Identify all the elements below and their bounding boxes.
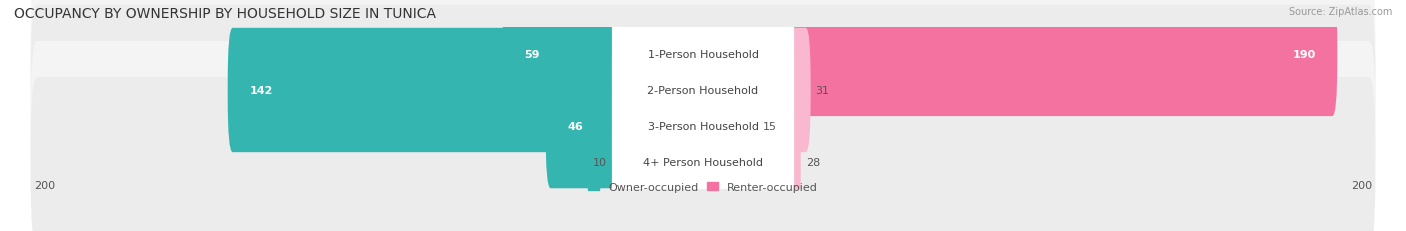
FancyBboxPatch shape <box>612 47 794 207</box>
FancyBboxPatch shape <box>665 100 709 224</box>
Text: 200: 200 <box>1351 180 1372 190</box>
FancyBboxPatch shape <box>228 29 709 152</box>
Text: 31: 31 <box>815 86 830 96</box>
Text: OCCUPANCY BY OWNERSHIP BY HOUSEHOLD SIZE IN TUNICA: OCCUPANCY BY OWNERSHIP BY HOUSEHOLD SIZE… <box>14 7 436 21</box>
FancyBboxPatch shape <box>612 83 794 231</box>
FancyBboxPatch shape <box>31 42 1375 211</box>
FancyBboxPatch shape <box>612 0 794 134</box>
FancyBboxPatch shape <box>697 29 811 152</box>
FancyBboxPatch shape <box>612 11 794 170</box>
Text: 1-Person Household: 1-Person Household <box>648 50 758 60</box>
Legend: Owner-occupied, Renter-occupied: Owner-occupied, Renter-occupied <box>588 182 818 192</box>
FancyBboxPatch shape <box>31 6 1375 175</box>
Text: 59: 59 <box>524 50 540 60</box>
Text: 28: 28 <box>806 158 820 167</box>
FancyBboxPatch shape <box>31 78 1375 231</box>
Text: 46: 46 <box>567 122 583 131</box>
FancyBboxPatch shape <box>31 0 1375 140</box>
Text: 15: 15 <box>762 122 776 131</box>
Text: 142: 142 <box>249 86 273 96</box>
Text: 200: 200 <box>34 180 55 190</box>
FancyBboxPatch shape <box>502 0 709 117</box>
FancyBboxPatch shape <box>697 65 758 188</box>
Text: 10: 10 <box>593 158 607 167</box>
Text: 2-Person Household: 2-Person Household <box>647 86 759 96</box>
Text: Source: ZipAtlas.com: Source: ZipAtlas.com <box>1288 7 1392 17</box>
Text: 3-Person Household: 3-Person Household <box>648 122 758 131</box>
Text: 4+ Person Household: 4+ Person Household <box>643 158 763 167</box>
FancyBboxPatch shape <box>546 65 709 188</box>
Text: 190: 190 <box>1292 50 1316 60</box>
FancyBboxPatch shape <box>697 100 800 224</box>
FancyBboxPatch shape <box>697 0 1337 117</box>
